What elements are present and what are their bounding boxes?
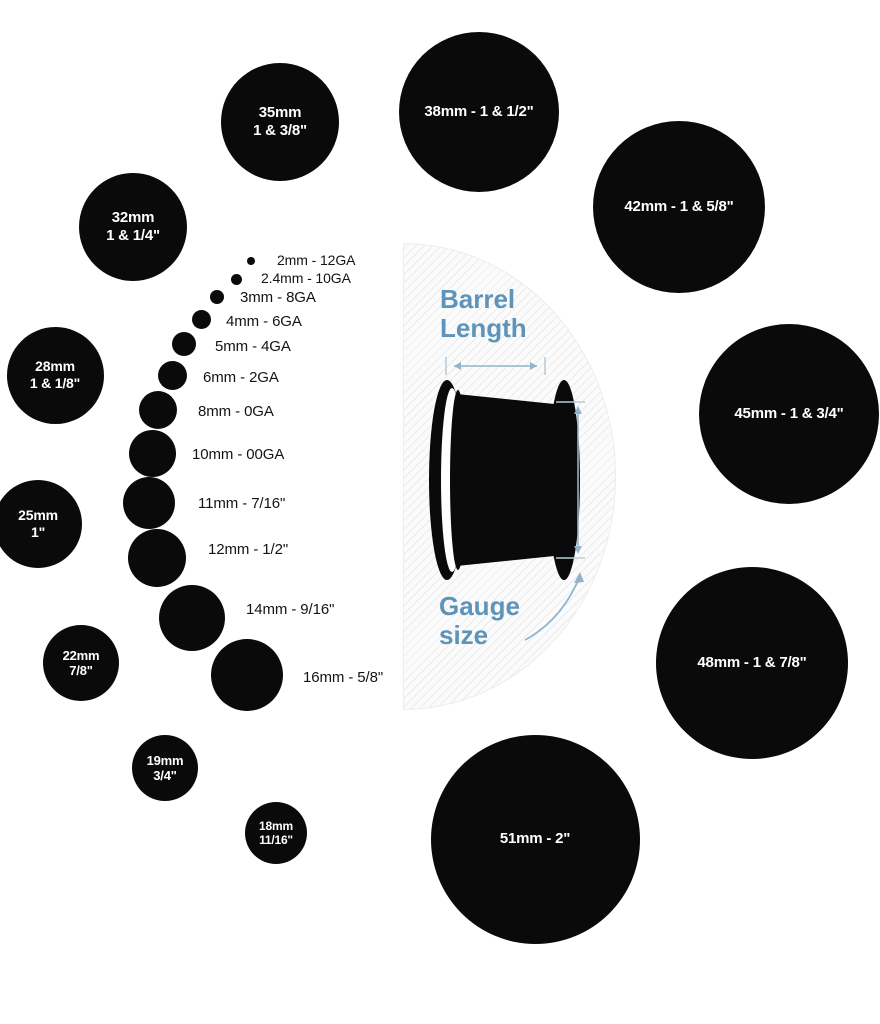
disc-45mm: 45mm - 1 & 3/4" bbox=[699, 324, 879, 504]
gauge-dot bbox=[128, 529, 186, 587]
disc-48mm: 48mm - 1 & 7/8" bbox=[656, 567, 848, 759]
flesh-tunnel-icon bbox=[429, 380, 580, 580]
disc-label-line1: 38mm - 1 & 1/2" bbox=[424, 103, 534, 121]
gauge-dot-label: 8mm - 0GA bbox=[198, 403, 274, 420]
disc-label-line1: 18mm bbox=[259, 818, 293, 833]
gauge-dot-label: 3mm - 8GA bbox=[240, 289, 316, 306]
disc-label-line2: 3/4" bbox=[153, 768, 177, 783]
disc-label-line1: 19mm bbox=[146, 752, 184, 768]
gauge-dot-label: 2mm - 12GA bbox=[277, 252, 356, 268]
gauge-dot-label: 11mm - 7/16" bbox=[198, 495, 286, 512]
disc-35mm: 35mm 1 & 3/8" bbox=[221, 63, 339, 181]
barrel-length-line2: Length bbox=[440, 313, 527, 344]
gauge-dot-label: 16mm - 5/8" bbox=[303, 669, 384, 686]
disc-label-line2: 1" bbox=[30, 524, 46, 540]
disc-label-line1: 51mm - 2" bbox=[499, 830, 571, 848]
gauge-dot bbox=[247, 257, 255, 265]
disc-19mm: 19mm 3/4" bbox=[132, 735, 198, 801]
disc-label-line2: 1 & 1/4" bbox=[106, 227, 160, 244]
disc-label-line1: 25mm bbox=[18, 507, 58, 524]
disc-label-line2: 7/8" bbox=[69, 663, 93, 678]
barrel-length-line1: Barrel bbox=[440, 284, 516, 314]
gauge-dot bbox=[230, 273, 242, 285]
disc-label-line2: 1 & 1/8" bbox=[29, 375, 81, 391]
disc-label-line2: 1 & 3/8" bbox=[253, 122, 307, 139]
disc-28mm: 28mm 1 & 1/8" bbox=[6, 326, 104, 424]
barrel-length-label: Barrel Length bbox=[440, 284, 527, 344]
gauge-dot-label: 4mm - 6GA bbox=[226, 313, 302, 330]
disc-25mm: 25mm 1" bbox=[0, 480, 82, 568]
gauge-dot-label: 12mm - 1/2" bbox=[208, 541, 289, 558]
disc-label-line1: 28mm bbox=[35, 358, 75, 375]
disc-label-line1: 48mm - 1 & 7/8" bbox=[697, 654, 807, 672]
disc-18mm: 18mm 11/16" bbox=[245, 802, 307, 864]
disc-label-line1: 22mm bbox=[62, 647, 100, 663]
gauge-dot-label: 2.4mm - 10GA bbox=[261, 270, 351, 286]
gauge-dot bbox=[157, 360, 187, 390]
gauge-dot-label: 14mm - 9/16" bbox=[246, 601, 335, 618]
gauge-dot bbox=[191, 309, 211, 329]
gauge-dot bbox=[139, 391, 177, 429]
gauge-dot-label: 5mm - 4GA bbox=[215, 338, 291, 355]
gauge-size-line2: size bbox=[439, 620, 489, 651]
gauge-dot bbox=[211, 639, 283, 711]
disc-label-line1: 42mm - 1 & 5/8" bbox=[624, 198, 734, 216]
disc-42mm: 42mm - 1 & 5/8" bbox=[593, 121, 765, 293]
disc-51mm: 51mm - 2" bbox=[430, 734, 640, 944]
gauge-dot bbox=[159, 585, 225, 651]
gauge-size-line1: Gauge bbox=[439, 591, 520, 621]
gauge-dot bbox=[172, 332, 196, 356]
gauge-dot bbox=[210, 290, 224, 304]
disc-label-line1: 32mm bbox=[111, 209, 155, 227]
disc-32mm: 32mm 1 & 1/4" bbox=[79, 173, 187, 281]
gauge-dot-label: 6mm - 2GA bbox=[203, 369, 279, 386]
gauge-dot bbox=[123, 477, 175, 529]
disc-label-line1: 35mm bbox=[258, 104, 302, 122]
gauge-size-label: Gauge size bbox=[439, 591, 520, 651]
disc-label-line1: 45mm - 1 & 3/4" bbox=[734, 405, 844, 423]
gauge-dot-label: 10mm - 00GA bbox=[192, 446, 285, 463]
disc-22mm: 22mm 7/8" bbox=[43, 625, 119, 701]
disc-label-line2: 11/16" bbox=[259, 833, 293, 847]
disc-38mm: 38mm - 1 & 1/2" bbox=[399, 32, 559, 192]
gauge-dot bbox=[128, 429, 176, 477]
